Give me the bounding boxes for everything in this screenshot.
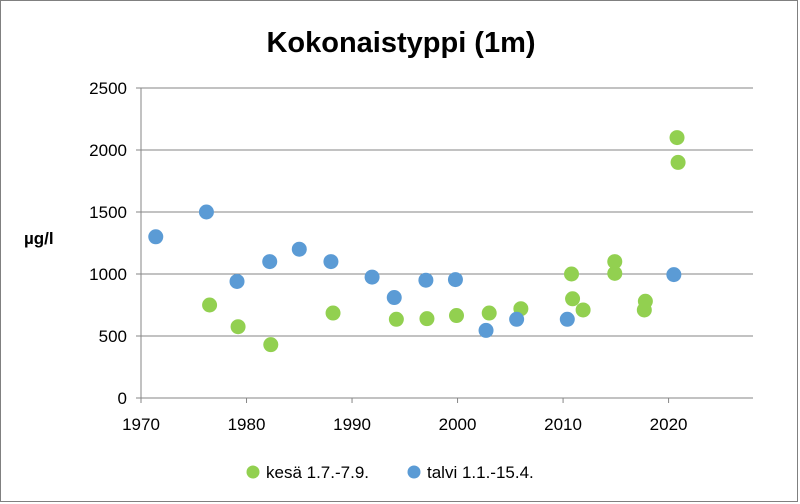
point-talvi (198, 204, 214, 220)
legend-marker (246, 465, 260, 479)
y-tick-labels: 0 500 1000 1500 2000 2500 (89, 79, 127, 408)
x-tick-labels: 1970 1980 1990 2000 2010 2020 (122, 415, 687, 434)
point-kesa (263, 337, 279, 353)
y-tick-label: 1000 (89, 265, 127, 284)
point-kesa (607, 265, 623, 281)
point-kesa (481, 305, 497, 321)
x-tick-label: 1970 (122, 415, 160, 434)
chart-title: Kokonaistyppi (1m) (266, 27, 535, 59)
y-tick-label: 2000 (89, 141, 127, 160)
point-talvi (364, 269, 380, 285)
y-tick-label: 500 (99, 327, 127, 346)
point-kesa (575, 302, 591, 318)
axes (136, 87, 753, 403)
point-kesa (202, 297, 218, 313)
point-kesa (230, 319, 246, 335)
x-tick-label: 2020 (650, 415, 688, 434)
point-kesa (669, 130, 685, 146)
y-axis-label: µg/l (24, 229, 54, 248)
point-kesa (670, 154, 686, 170)
point-kesa (565, 291, 581, 307)
gridlines (141, 87, 753, 337)
point-talvi (509, 311, 525, 327)
x-tick-label: 1990 (333, 415, 371, 434)
point-talvi (229, 273, 245, 289)
point-kesa (388, 311, 404, 327)
point-kesa (564, 266, 580, 282)
point-kesa (636, 302, 652, 318)
data-points (148, 130, 686, 353)
point-talvi (666, 267, 682, 283)
point-talvi (478, 322, 494, 338)
point-talvi (262, 254, 278, 270)
point-talvi (323, 254, 339, 270)
legend-marker (407, 465, 421, 479)
point-talvi (148, 229, 164, 245)
y-tick-label: 2500 (89, 79, 127, 98)
point-talvi (386, 290, 402, 306)
point-kesa (419, 311, 435, 327)
point-talvi (291, 241, 307, 257)
point-kesa (607, 254, 623, 270)
x-tick-label: 2010 (544, 415, 582, 434)
point-kesa (325, 305, 341, 321)
legend: kesä 1.7.-7.9. talvi 1.1.-15.4. (246, 463, 534, 482)
point-talvi (447, 272, 463, 288)
x-tick-label: 2000 (439, 415, 477, 434)
point-talvi (559, 311, 575, 327)
y-tick-label: 0 (118, 389, 127, 408)
point-kesa (448, 308, 464, 324)
legend-label: kesä 1.7.-7.9. (266, 463, 369, 482)
legend-label: talvi 1.1.-15.4. (427, 463, 534, 482)
x-tick-label: 1980 (228, 415, 266, 434)
y-tick-label: 1500 (89, 203, 127, 222)
point-talvi (418, 272, 434, 288)
